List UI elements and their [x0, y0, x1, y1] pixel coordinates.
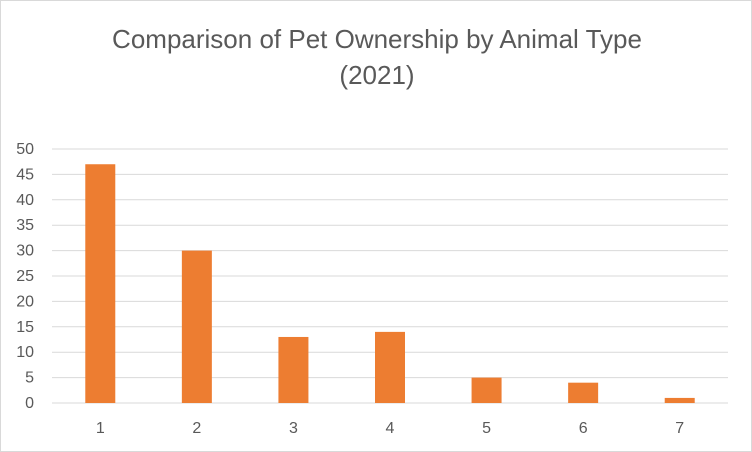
- bar-6: [568, 382, 599, 403]
- y-tick-label-5: 5: [25, 370, 34, 387]
- x-tick-label-4: 4: [386, 420, 395, 437]
- x-tick-label-6: 6: [579, 420, 588, 437]
- y-tick-label-20: 20: [16, 293, 34, 310]
- bar-5: [471, 377, 502, 403]
- y-tick-label-40: 40: [16, 192, 34, 209]
- y-tick-label-50: 50: [16, 141, 34, 158]
- y-tick-label-35: 35: [16, 217, 34, 234]
- chart-title-line-2: (2021): [339, 60, 415, 90]
- x-tick-label-7: 7: [675, 420, 684, 437]
- bar-3: [278, 336, 309, 403]
- bar-7: [664, 397, 695, 403]
- y-tick-label-45: 45: [16, 166, 34, 183]
- y-tick-label-0: 0: [25, 395, 34, 412]
- bar-2: [181, 250, 212, 403]
- x-tick-label-3: 3: [289, 420, 298, 437]
- y-tick-label-10: 10: [16, 344, 34, 361]
- x-tick-label-5: 5: [482, 420, 491, 437]
- chart-title-line-1: Comparison of Pet Ownership by Animal Ty…: [112, 24, 642, 54]
- bar-4: [375, 331, 405, 403]
- x-tick-label-2: 2: [192, 420, 201, 437]
- y-tick-label-30: 30: [16, 243, 34, 260]
- y-tick-label-25: 25: [16, 268, 34, 285]
- y-tick-label-15: 15: [16, 319, 34, 336]
- x-tick-label-1: 1: [96, 420, 105, 437]
- chart-title: Comparison of Pet Ownership by Animal Ty…: [1, 21, 752, 93]
- bar-1: [85, 164, 116, 403]
